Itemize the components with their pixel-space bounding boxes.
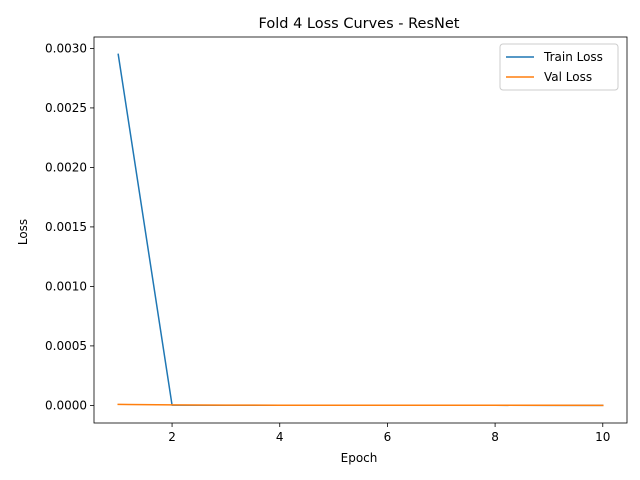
plot-area	[93, 36, 628, 424]
y-tick-label: 0.0030	[45, 41, 87, 55]
x-tick-label: 8	[491, 430, 499, 444]
series-line-val-loss	[117, 403, 604, 407]
legend-box	[499, 43, 619, 91]
y-tick-label: 0.0005	[45, 339, 87, 353]
y-tick-label: 0.0000	[45, 398, 87, 412]
x-axis-label: Epoch	[341, 451, 378, 465]
chart-title: Fold 4 Loss Curves - ResNet	[259, 16, 460, 32]
y-tick-label: 0.0010	[45, 279, 87, 293]
y-tick-label: 0.0020	[45, 160, 87, 174]
x-tick-label: 2	[168, 430, 176, 444]
legend-train-loss-label: Train Loss	[543, 50, 603, 64]
y-axis-ticks: 0.0000 0.0005 0.0010 0.0015 0.0020 0.0025 0.00…	[45, 41, 94, 412]
y-tick-label: 0.0015	[45, 220, 87, 234]
legend-val-loss-label: Val Loss	[544, 70, 592, 84]
y-axis-label: Loss	[16, 219, 30, 245]
series-lines	[117, 53, 604, 407]
axes-frame	[93, 36, 628, 424]
x-tick-label: 4	[276, 430, 284, 444]
x-tick-label: 10	[595, 430, 610, 444]
x-tick-label: 6	[384, 430, 392, 444]
y-tick-label: 0.0025	[45, 101, 87, 115]
x-axis-ticks: 2 4 6 8 10	[168, 423, 610, 444]
legend: Train Loss Val Loss	[499, 43, 619, 91]
